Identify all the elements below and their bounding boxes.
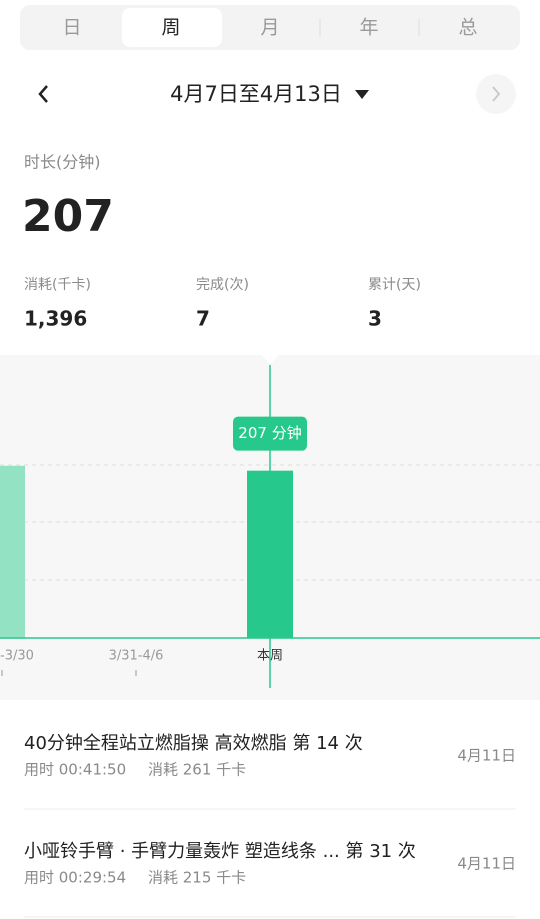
x-tick-label: 3/31-4/6 [109,649,164,664]
stat-label: 累计(天) [368,277,421,293]
stat-value: 1,396 [24,307,87,331]
stat-value: 3 [368,307,382,331]
record-date: 4月11日 [457,747,516,765]
tab[interactable]: 总 [458,17,477,39]
tab[interactable]: 年 [359,17,378,39]
next-icon [492,86,501,102]
bar[interactable] [247,470,293,638]
tooltip-label: 207 分钟 [238,424,301,442]
bar[interactable] [0,465,25,638]
duration-label: 时长(分钟) [24,153,101,172]
stat-value: 7 [196,307,210,331]
record-title[interactable]: 小哑铃手臂 · 手臂力量轰炸 塑造线条 ... 第 31 次 [24,841,416,862]
record-calories: 消耗 261 千卡 [148,761,246,779]
date-range[interactable]: 4月7日至4月13日 [170,82,342,106]
tab-selected-bg [122,8,222,47]
stat-label: 完成(次) [196,277,249,293]
record-calories: 消耗 215 千卡 [148,869,246,887]
stat-label: 消耗(千卡) [24,277,91,293]
tab[interactable]: 周 [161,17,180,39]
chart-notch [261,355,279,364]
next-button[interactable] [476,74,516,114]
x-tick-label: 本周 [257,649,283,664]
duration-value: 207 [22,191,114,242]
x-tick-label: -3/30 [0,649,34,664]
tab[interactable]: 月 [260,17,279,39]
record-time: 用时 00:41:50 [24,761,126,779]
record-date: 4月11日 [457,855,516,873]
dropdown-icon[interactable] [355,90,369,99]
back-button[interactable] [38,85,48,103]
record-time: 用时 00:29:54 [24,869,126,887]
record-title[interactable]: 40分钟全程站立燃脂操 高效燃脂 第 14 次 [24,733,363,754]
tooltip [233,416,307,451]
tab[interactable]: 日 [62,17,81,39]
